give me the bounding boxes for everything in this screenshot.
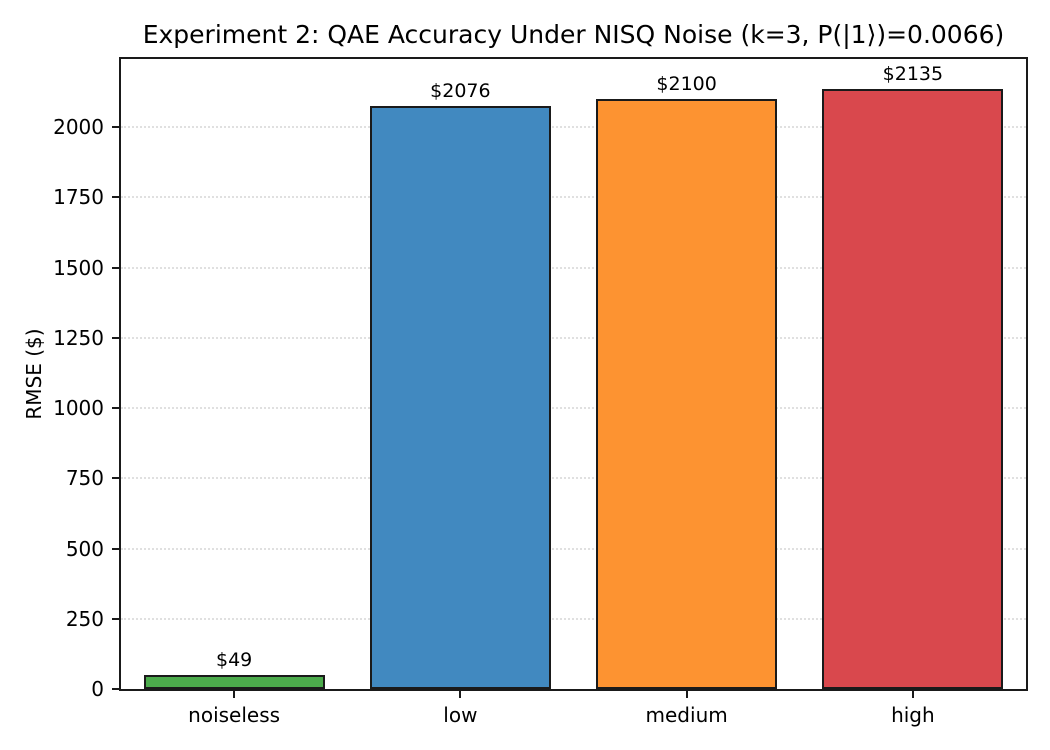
- bar-value-label: $49: [215, 649, 253, 672]
- x-tick-label: medium: [645, 703, 728, 727]
- y-tick-label: 1000: [53, 396, 104, 420]
- bar-value-label: $2135: [882, 63, 944, 86]
- y-tick-label: 0: [91, 677, 104, 701]
- gridline: [121, 477, 1026, 480]
- gridline: [121, 126, 1026, 129]
- y-tick-mark: [112, 336, 119, 339]
- y-tick-mark: [112, 266, 119, 269]
- x-tick-mark: [459, 691, 462, 698]
- x-tick-mark: [233, 691, 236, 698]
- chart-title: Experiment 2: QAE Accuracy Under NISQ No…: [142, 20, 1005, 49]
- bar-value-label: $2076: [430, 79, 491, 102]
- y-tick-label: 250: [65, 606, 104, 631]
- y-tick-mark: [112, 196, 119, 199]
- y-tick-mark: [112, 477, 119, 480]
- y-tick-mark: [112, 126, 119, 128]
- x-tick-label: high: [891, 703, 935, 727]
- y-tick-label: 2000: [53, 115, 104, 139]
- gridline: [121, 266, 1026, 269]
- x-tick-label: low: [443, 703, 478, 727]
- y-tick-label: 1500: [53, 255, 104, 280]
- gridline: [121, 196, 1026, 199]
- y-tick-label: 500: [65, 536, 104, 561]
- bar: [369, 105, 551, 689]
- gridline: [121, 336, 1026, 339]
- bar: [596, 98, 778, 689]
- bar: [143, 675, 325, 689]
- gridline: [121, 547, 1026, 550]
- x-tick-label: noiseless: [188, 703, 281, 727]
- gridline: [121, 617, 1026, 620]
- x-tick-mark: [911, 691, 914, 698]
- y-tick-label: 750: [65, 466, 104, 491]
- bar-value-label: $2100: [656, 72, 717, 95]
- y-tick-mark: [112, 617, 119, 620]
- bar: [822, 89, 1004, 689]
- plot-area: $49 $2076 $2100 $2135: [119, 57, 1028, 691]
- y-tick-mark: [112, 407, 119, 409]
- y-tick-mark: [112, 688, 119, 690]
- y-tick-label: 1750: [53, 185, 104, 210]
- y-tick-mark: [112, 547, 119, 550]
- x-tick-mark: [685, 691, 688, 698]
- y-tick-label: 1250: [53, 325, 104, 350]
- gridline: [121, 407, 1026, 410]
